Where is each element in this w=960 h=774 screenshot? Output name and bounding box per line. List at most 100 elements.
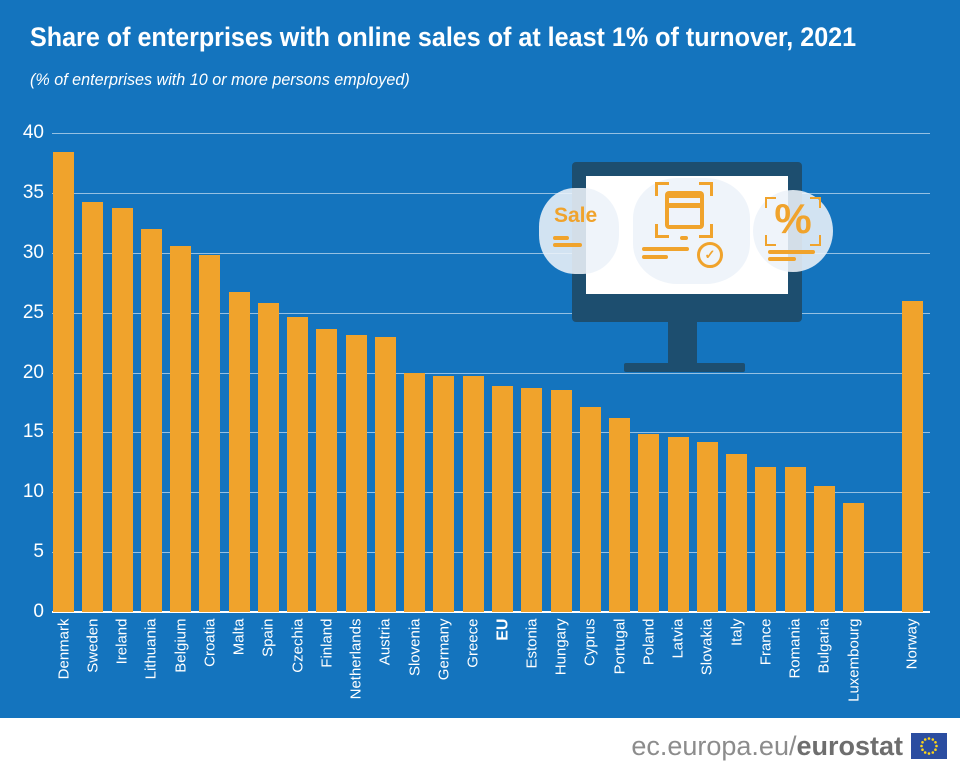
bar-ireland	[111, 208, 133, 612]
x-label-netherlands: Netherlands	[347, 618, 365, 699]
url-regular-part: ec.europa.eu/	[631, 730, 797, 761]
bracket-top-left	[765, 197, 776, 208]
y-tick-label-20: 20	[22, 361, 44, 383]
x-label-portugal: Portugal	[611, 618, 629, 674]
gridline-40	[52, 133, 930, 134]
bar-spain	[257, 303, 279, 612]
x-label-malta: Malta	[230, 618, 248, 655]
bar-eu	[492, 385, 513, 612]
bar-italy	[726, 453, 748, 612]
x-label-sweden: Sweden	[84, 618, 102, 673]
x-label-slovenia: Slovenia	[406, 618, 424, 676]
percent-underline-long	[768, 250, 815, 254]
text-dash	[680, 236, 688, 240]
bar-norway	[901, 300, 923, 612]
x-label-hungary: Hungary	[552, 618, 570, 675]
bracket-top-left	[655, 182, 669, 196]
x-axis-line	[52, 611, 930, 613]
bar-estonia	[521, 388, 543, 612]
bar-germany	[433, 376, 455, 612]
bar-chart-plot-area: 0 5 10 15 20 25 30 35 40 Denmark Sweden Ireland Lith…	[23, 122, 930, 701]
bar-netherlands	[345, 335, 367, 612]
x-label-belgium: Belgium	[172, 618, 190, 673]
browser-bubble: ✓	[633, 178, 750, 284]
url-bold-part: eurostat	[796, 730, 903, 761]
x-label-luxembourg: Luxembourg	[845, 618, 863, 702]
x-label-finland: Finland	[318, 618, 336, 668]
bar-luxembourg	[843, 503, 865, 612]
gridline-25	[52, 312, 930, 314]
x-label-latvia: Latvia	[669, 618, 687, 659]
x-label-lithuania: Lithuania	[142, 618, 160, 679]
bar-sweden	[82, 202, 104, 612]
x-label-france: France	[757, 618, 775, 665]
x-label-spain: Spain	[259, 618, 277, 657]
eurostat-url: ec.europa.eu/eurostat	[631, 731, 903, 762]
x-label-eu: EU	[494, 618, 511, 641]
y-tick-label-15: 15	[22, 421, 44, 443]
y-tick-label-10: 10	[22, 481, 44, 503]
x-label-cyprus: Cyprus	[581, 618, 599, 666]
bar-denmark	[53, 152, 74, 612]
bar-lithuania	[140, 228, 162, 612]
bar-romania	[784, 467, 806, 612]
sale-underline-short	[553, 236, 569, 240]
scan-frame-icon	[655, 182, 713, 238]
bar-greece	[462, 376, 484, 612]
y-tick-label-30: 30	[22, 241, 44, 263]
x-label-norway: Norway	[903, 618, 921, 669]
bracket-bottom-left	[655, 224, 669, 238]
scan-frame-icon	[765, 197, 821, 246]
bar-austria	[374, 336, 396, 612]
footer-bar: ec.europa.eu/eurostat	[0, 718, 960, 774]
x-label-italy: Italy	[728, 618, 746, 646]
y-tick-label-40: 40	[22, 122, 44, 143]
bracket-bottom-right	[699, 224, 713, 238]
percent-bubble: %	[753, 190, 833, 272]
x-label-denmark: Denmark	[55, 618, 72, 679]
sale-underline-long	[553, 243, 582, 247]
bracket-bottom-right	[810, 235, 821, 246]
bar-france	[755, 467, 777, 612]
gridline-15	[52, 432, 930, 434]
x-label-romania: Romania	[786, 618, 804, 679]
browser-content-area	[669, 208, 700, 225]
bar-malta	[228, 292, 250, 612]
gridline-10	[52, 492, 930, 494]
bar-belgium	[170, 245, 192, 612]
x-label-germany: Germany	[435, 618, 453, 680]
monitor-stand-base	[624, 363, 745, 372]
sale-tag-icon: Sale	[554, 204, 598, 227]
bar-croatia	[199, 255, 221, 612]
bracket-top-right	[810, 197, 821, 208]
gridline-30	[52, 252, 930, 254]
bracket-top-right	[699, 182, 713, 196]
bar-portugal	[609, 418, 631, 612]
eu-flag-icon	[911, 733, 947, 759]
bar-poland	[638, 433, 660, 612]
y-tick-label-25: 25	[22, 301, 44, 323]
monitor-stand-neck	[668, 320, 697, 365]
bar-latvia	[667, 437, 689, 612]
text-line-short	[642, 255, 668, 259]
percent-icon: %	[774, 195, 812, 242]
bar-slovenia	[404, 372, 426, 612]
browser-address-bar	[669, 198, 700, 203]
x-label-estonia: Estonia	[523, 618, 541, 669]
y-tick-label-0: 0	[33, 601, 44, 622]
eu-flag-stars	[920, 737, 938, 755]
browser-window-icon	[665, 191, 704, 229]
gridline-5	[52, 552, 930, 554]
bar-hungary	[550, 390, 572, 612]
chart-title: Share of enterprises with online sales o…	[30, 22, 857, 52]
bar-czechia	[287, 317, 309, 612]
sale-bubble: Sale	[539, 188, 619, 274]
bracket-bottom-left	[765, 235, 776, 246]
chart-subtitle: (% of enterprises with 10 or more person…	[30, 70, 410, 89]
x-label-slovakia: Slovakia	[698, 618, 716, 675]
x-label-austria: Austria	[376, 618, 394, 665]
text-line-long	[642, 247, 689, 251]
check-circle-icon: ✓	[697, 242, 723, 268]
bar-slovakia	[696, 441, 718, 612]
x-label-czechia: Czechia	[289, 618, 307, 673]
